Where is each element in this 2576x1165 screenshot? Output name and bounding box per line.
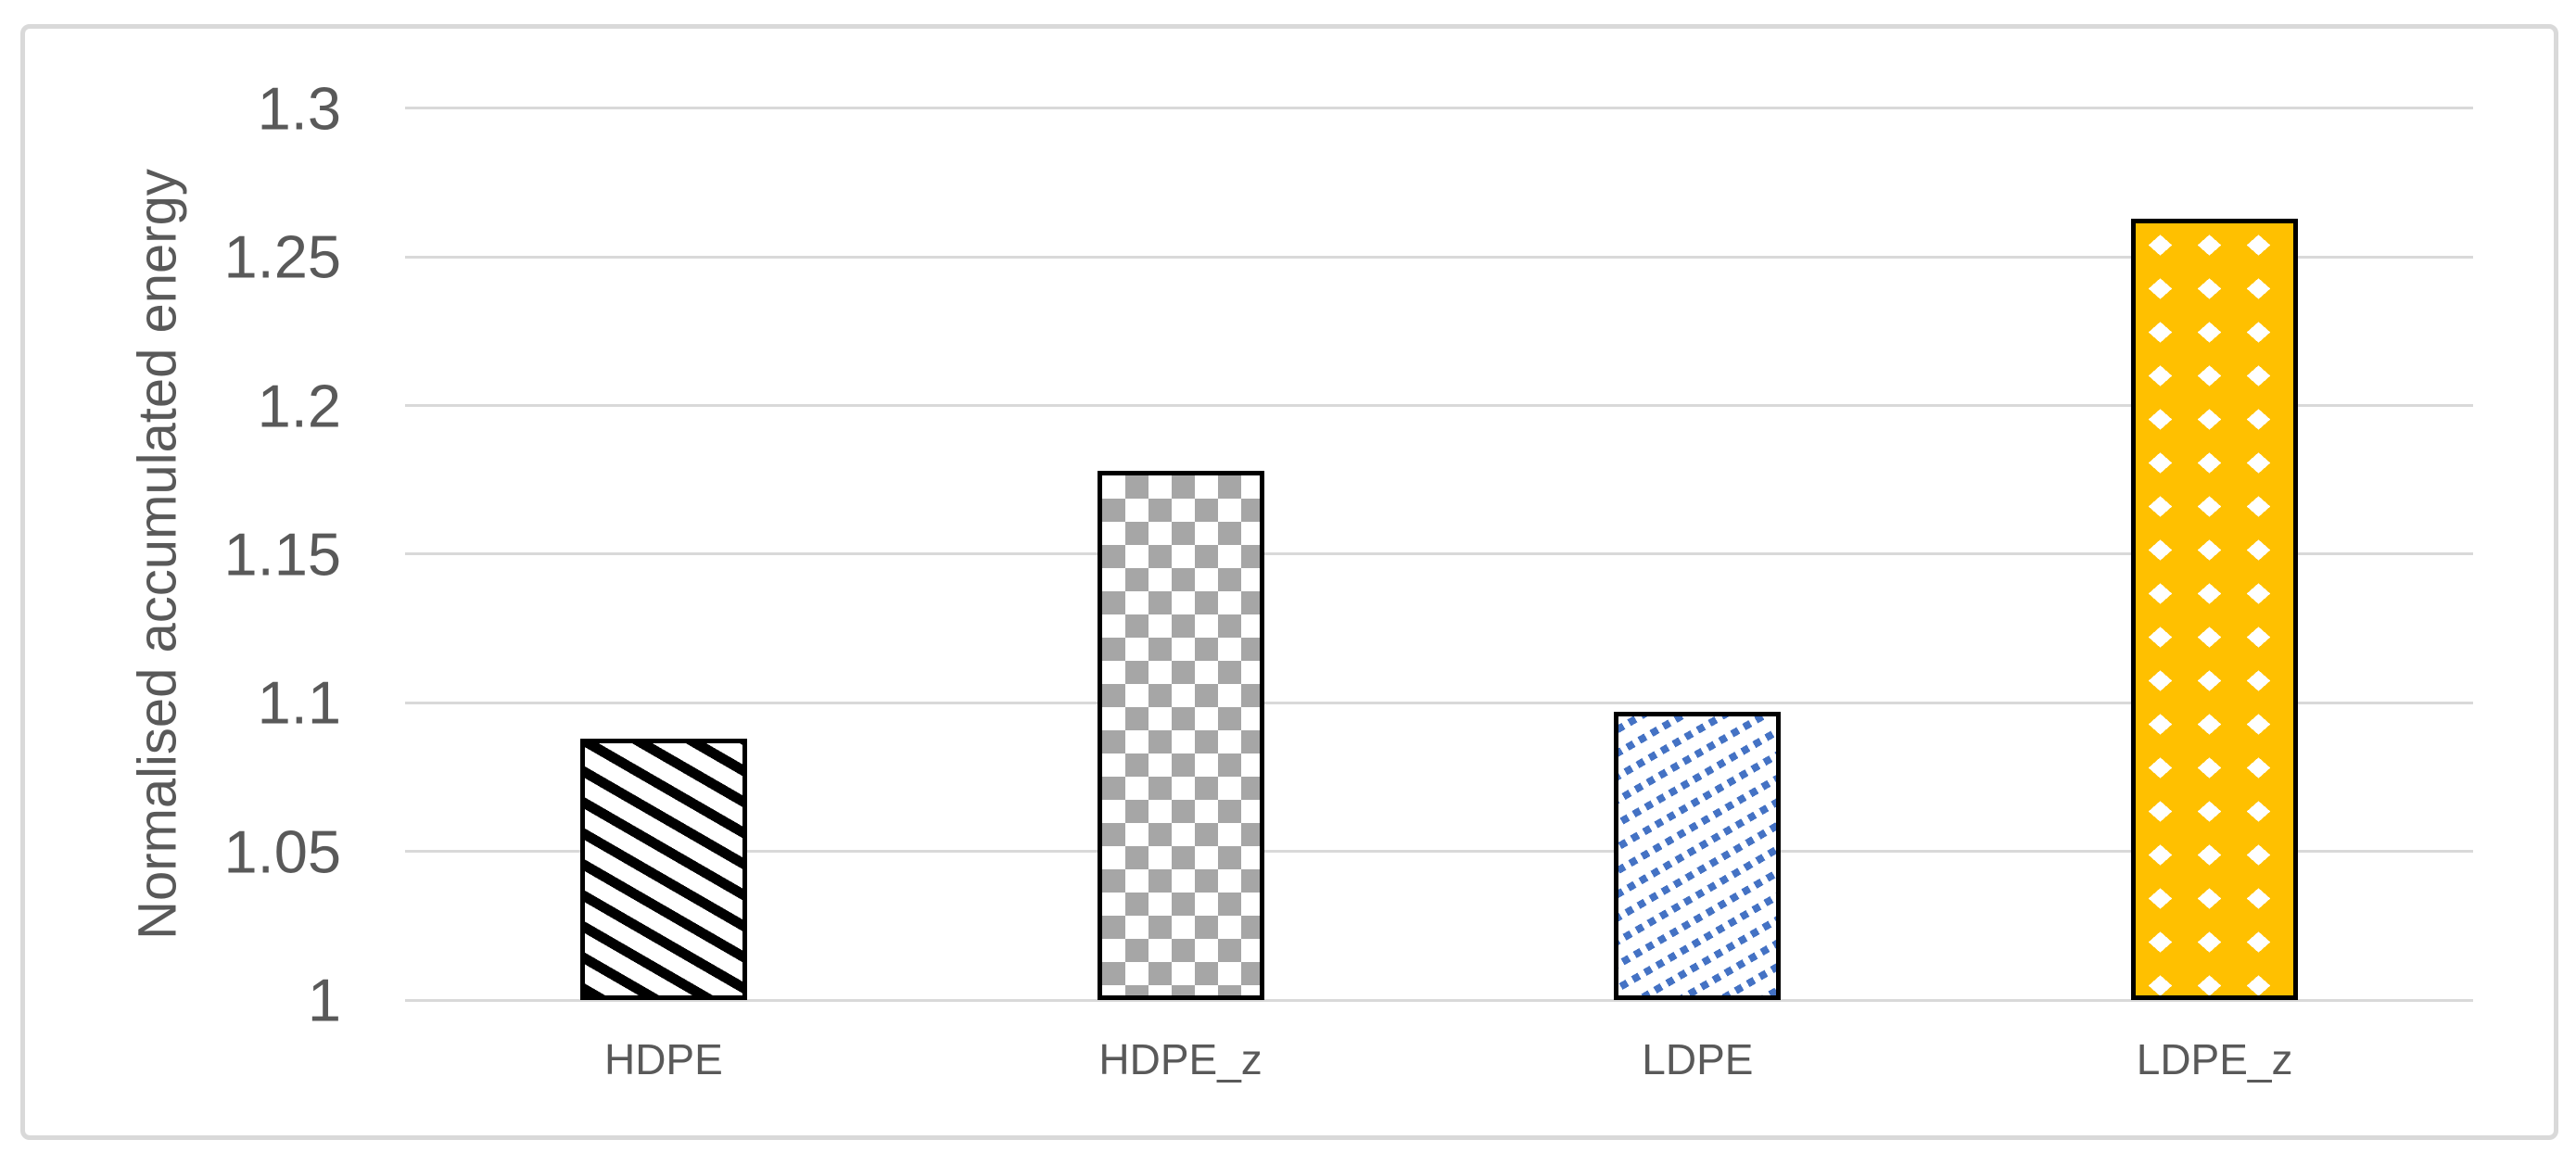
y-axis-title: Normalised accumulated energy	[127, 169, 188, 940]
chart-border-frame	[20, 24, 2558, 1140]
